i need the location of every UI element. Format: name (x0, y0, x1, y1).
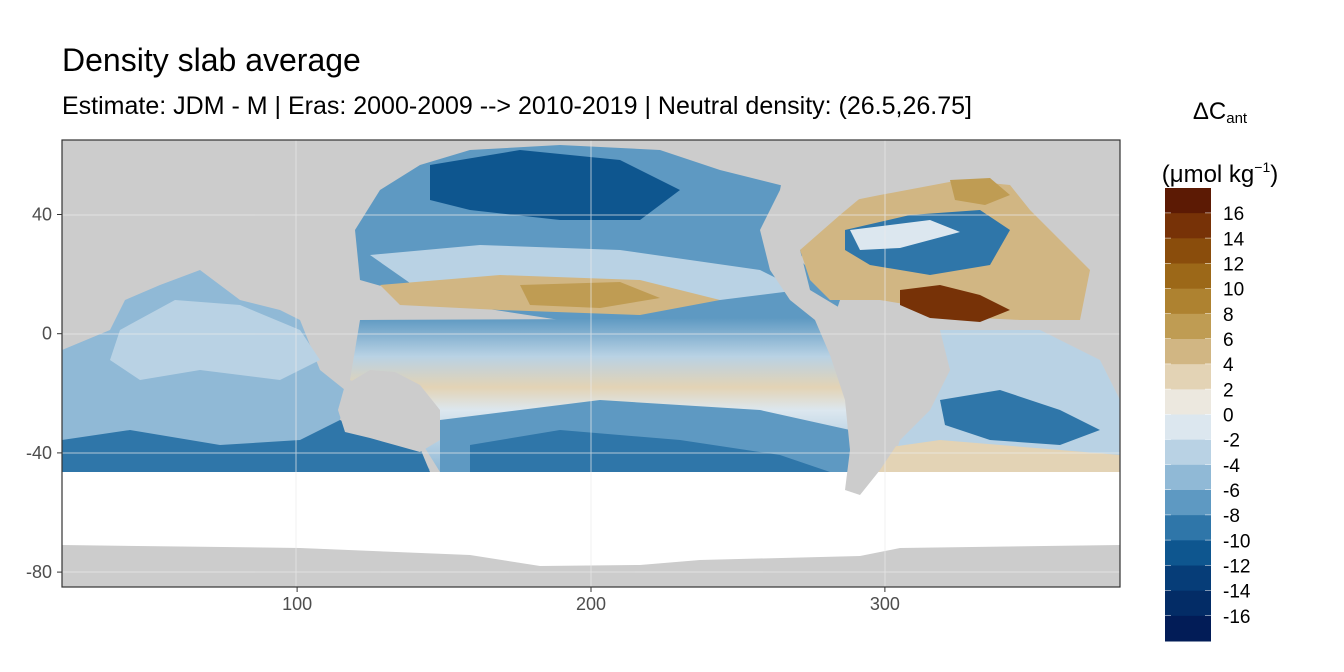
legend-swatch (1165, 313, 1211, 340)
y-tick-label: -40 (26, 443, 52, 463)
legend-swatch (1165, 439, 1211, 466)
legend-swatch (1165, 288, 1211, 315)
legend-colorbar: 16 14 12 10 8 6 4 2 0 -2 -4 -6 -8 -10 -12 -14 -16 (1165, 188, 1251, 642)
legend-label: -4 (1223, 456, 1240, 477)
x-axis: 100 200 300 (282, 587, 900, 614)
legend-swatch (1165, 188, 1211, 214)
legend-swatch (1165, 565, 1211, 592)
legend-label: 0 (1223, 406, 1234, 427)
north-atlantic-brown (900, 285, 1010, 322)
legend-variable: ΔCant (1192, 98, 1248, 127)
legend-swatch (1165, 515, 1211, 541)
legend-swatch (1165, 414, 1211, 441)
legend-label: 10 (1223, 280, 1244, 301)
south-atlantic-deep (940, 390, 1100, 445)
legend-label: 4 (1223, 355, 1234, 376)
north-pacific-tan-core (520, 282, 660, 308)
legend-swatch (1165, 540, 1211, 566)
legend-label: -8 (1223, 506, 1240, 527)
legend-label: -14 (1223, 582, 1251, 603)
grid-lines (62, 140, 1120, 587)
legend-swatch (1165, 590, 1211, 617)
legend-label: 6 (1223, 330, 1234, 351)
x-tick-label: 300 (870, 594, 900, 614)
legend-label: -12 (1223, 557, 1250, 578)
legend-swatch (1165, 464, 1211, 491)
legend-label: 2 (1223, 380, 1234, 401)
indian-ocean-deep (62, 420, 430, 472)
legend-swatch (1165, 213, 1211, 239)
x-tick-label: 200 (576, 594, 606, 614)
legend-swatch (1165, 238, 1211, 264)
legend-swatch (1165, 615, 1211, 642)
chart-subtitle: Estimate: JDM - M | Eras: 2000-2009 --> … (62, 92, 972, 120)
legend-label: -16 (1223, 607, 1250, 628)
legend-label: 12 (1223, 255, 1244, 276)
legend-swatch (1165, 339, 1211, 365)
legend-label: 14 (1223, 229, 1245, 250)
legend-label: 16 (1223, 204, 1244, 225)
legend-swatch (1165, 364, 1211, 390)
south-pacific-deep (470, 430, 830, 472)
legend-title: ΔCant (μmol kg−1) (1160, 88, 1280, 199)
x-tick-label: 100 (282, 594, 312, 614)
legend-label: -6 (1223, 481, 1240, 502)
legend-label: -10 (1223, 531, 1250, 552)
australia-landmass (338, 370, 440, 452)
indian-ocean-light (110, 300, 320, 380)
legend-swatch (1165, 389, 1211, 415)
legend-swatch (1165, 263, 1211, 290)
north-atlantic-tan (950, 178, 1010, 205)
y-tick-label: 0 (42, 324, 52, 344)
y-tick-label: -80 (26, 562, 52, 582)
americas-landmass (760, 140, 950, 495)
legend-label: -2 (1223, 431, 1240, 452)
north-atlantic-light (850, 220, 960, 250)
y-axis: 40 0 -40 -80 (26, 205, 62, 582)
north-pacific-deep (430, 150, 680, 220)
south-atlantic-tan (860, 440, 1120, 472)
legend-unit: (μmol kg−1) (1161, 159, 1279, 188)
chart-title: Density slab average (62, 42, 361, 78)
y-tick-label: 40 (32, 205, 52, 225)
legend-swatch (1165, 490, 1211, 516)
legend-label: 8 (1223, 305, 1234, 326)
